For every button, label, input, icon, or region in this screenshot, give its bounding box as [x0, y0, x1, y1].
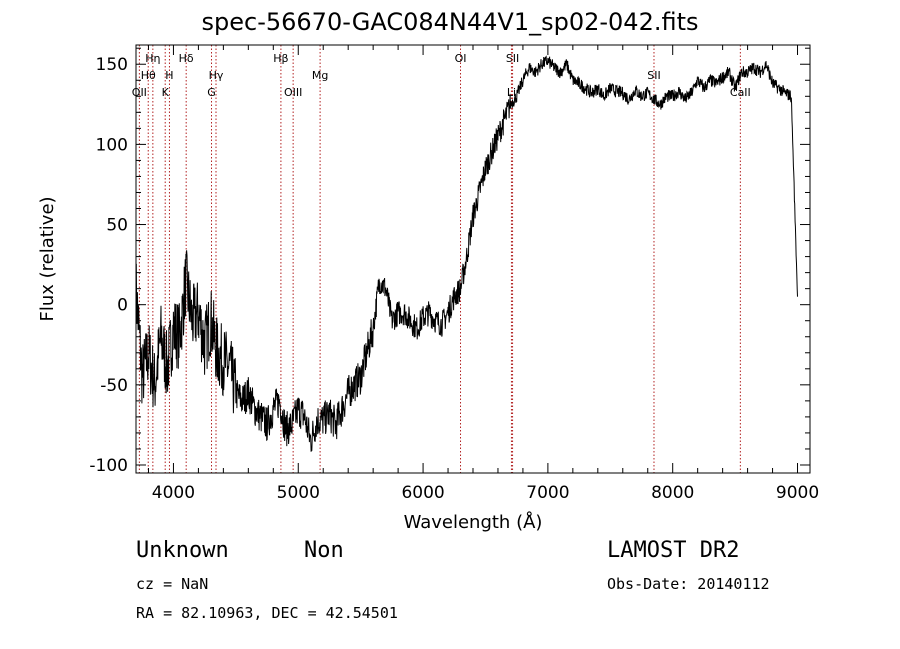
line-label: G: [207, 86, 216, 99]
y-tick-label: 150: [96, 55, 128, 75]
plot-frame: [135, 44, 811, 474]
x-tick-label: 5000: [277, 483, 320, 503]
line-label: Hβ: [273, 52, 288, 65]
line-label: SII: [647, 69, 660, 82]
obs-date-text: Obs-Date: 20140112: [607, 575, 770, 593]
y-tick-label: -50: [100, 376, 128, 396]
class-label: Unknown: [136, 538, 229, 563]
line-label: OIII: [284, 86, 302, 99]
line-label: H: [165, 69, 173, 82]
line-label: OI: [455, 52, 467, 65]
line-label: Hδ: [179, 52, 194, 65]
y-tick-label: 50: [106, 216, 128, 236]
chart-title: spec-56670-GAC084N44V1_sp02-042.fits: [201, 8, 699, 36]
subclass-label: Non: [304, 538, 344, 563]
line-label: CaII: [730, 86, 751, 99]
x-tick-label: 4000: [152, 483, 195, 503]
x-tick-label: 6000: [401, 483, 444, 503]
line-label: OII: [132, 86, 147, 99]
line-label: Hη: [145, 52, 160, 65]
y-tick-label: 100: [96, 135, 128, 155]
redshift-text: cz = NaN: [136, 575, 209, 593]
line-label: Hθ: [141, 69, 156, 82]
line-label: K: [162, 86, 170, 99]
spectrum-series: [135, 55, 798, 452]
x-tick-label: 7000: [526, 483, 569, 503]
spectrum-line-0: [135, 55, 798, 452]
line-label: Hγ: [209, 69, 224, 82]
line-label: Li: [507, 86, 516, 99]
x-tick-label: 8000: [651, 483, 694, 503]
coordinates-text: RA = 82.10963, DEC = 42.54501: [136, 604, 398, 622]
line-label: Mg: [312, 69, 328, 82]
y-axis-label: Flux (relative): [37, 196, 58, 321]
spectral-line-markers: Hη Hθ OII HK Hδ Hγ G Hβ OIII Mg OI SII Li SII CaII: [132, 45, 751, 473]
y-tick-label: 0: [117, 296, 128, 316]
x-tick-label: 9000: [776, 483, 819, 503]
axes: 4000 5000 6000 7000 8000 9000 -100 -50 0 50 100 150: [89, 45, 819, 503]
survey-label: LAMOST DR2: [607, 538, 740, 563]
x-axis-label: Wavelength (Å): [404, 511, 543, 533]
line-label: SII: [506, 52, 519, 65]
y-tick-label: -100: [89, 456, 128, 476]
